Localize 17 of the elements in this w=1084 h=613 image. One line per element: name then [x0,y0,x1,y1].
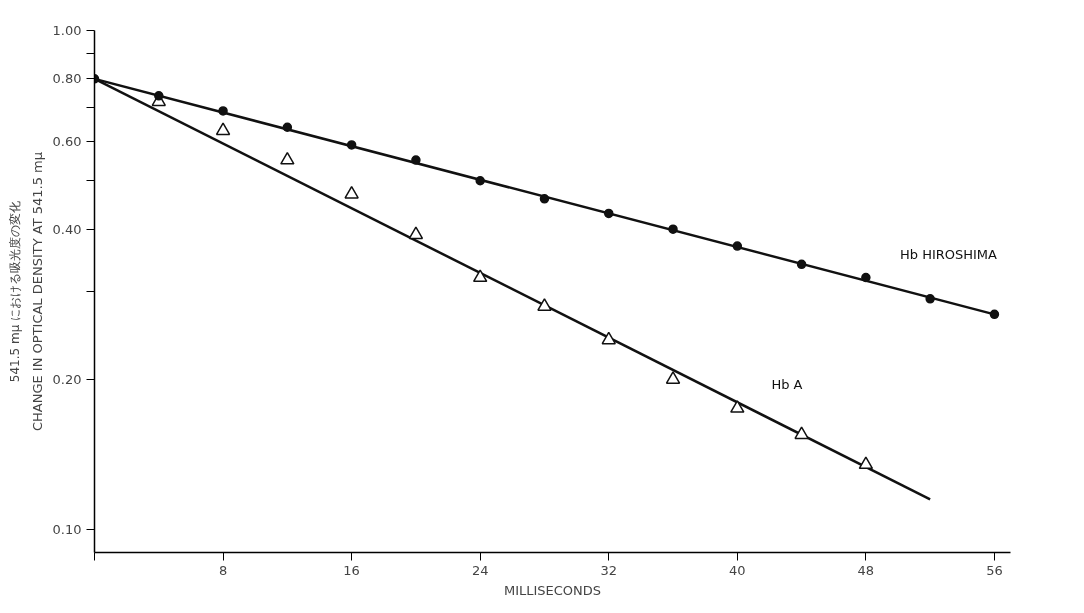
x-axis-title: MILLISECONDS [503,582,602,598]
x-tick-label: 40 [729,562,746,578]
y-tick-label: 1.00 [52,23,82,38]
x-tick-label: 16 [343,562,360,578]
y-tick-label: 0.20 [52,371,82,387]
x-tick-label: 32 [600,562,618,578]
x-tick-label: 24 [471,562,489,578]
x-tick-label: 56 [986,562,1003,578]
x-tick-label: 48 [857,562,875,578]
text: Hb HIROSHIMA [899,246,998,262]
x-tick-label: 8 [218,562,228,578]
y-tick-label: 0.80 [52,71,82,87]
y-tick-label: 0.40 [52,221,82,237]
text: Hb A [771,377,803,393]
y-axis-title: CHANGE IN OPTICAL DENSITY AT 541.5 mμ 541.5 mμ における吸光度の変化 [7,151,45,432]
y-tick-label: 0.10 [52,522,82,538]
y-tick-label: 0.60 [52,133,82,149]
